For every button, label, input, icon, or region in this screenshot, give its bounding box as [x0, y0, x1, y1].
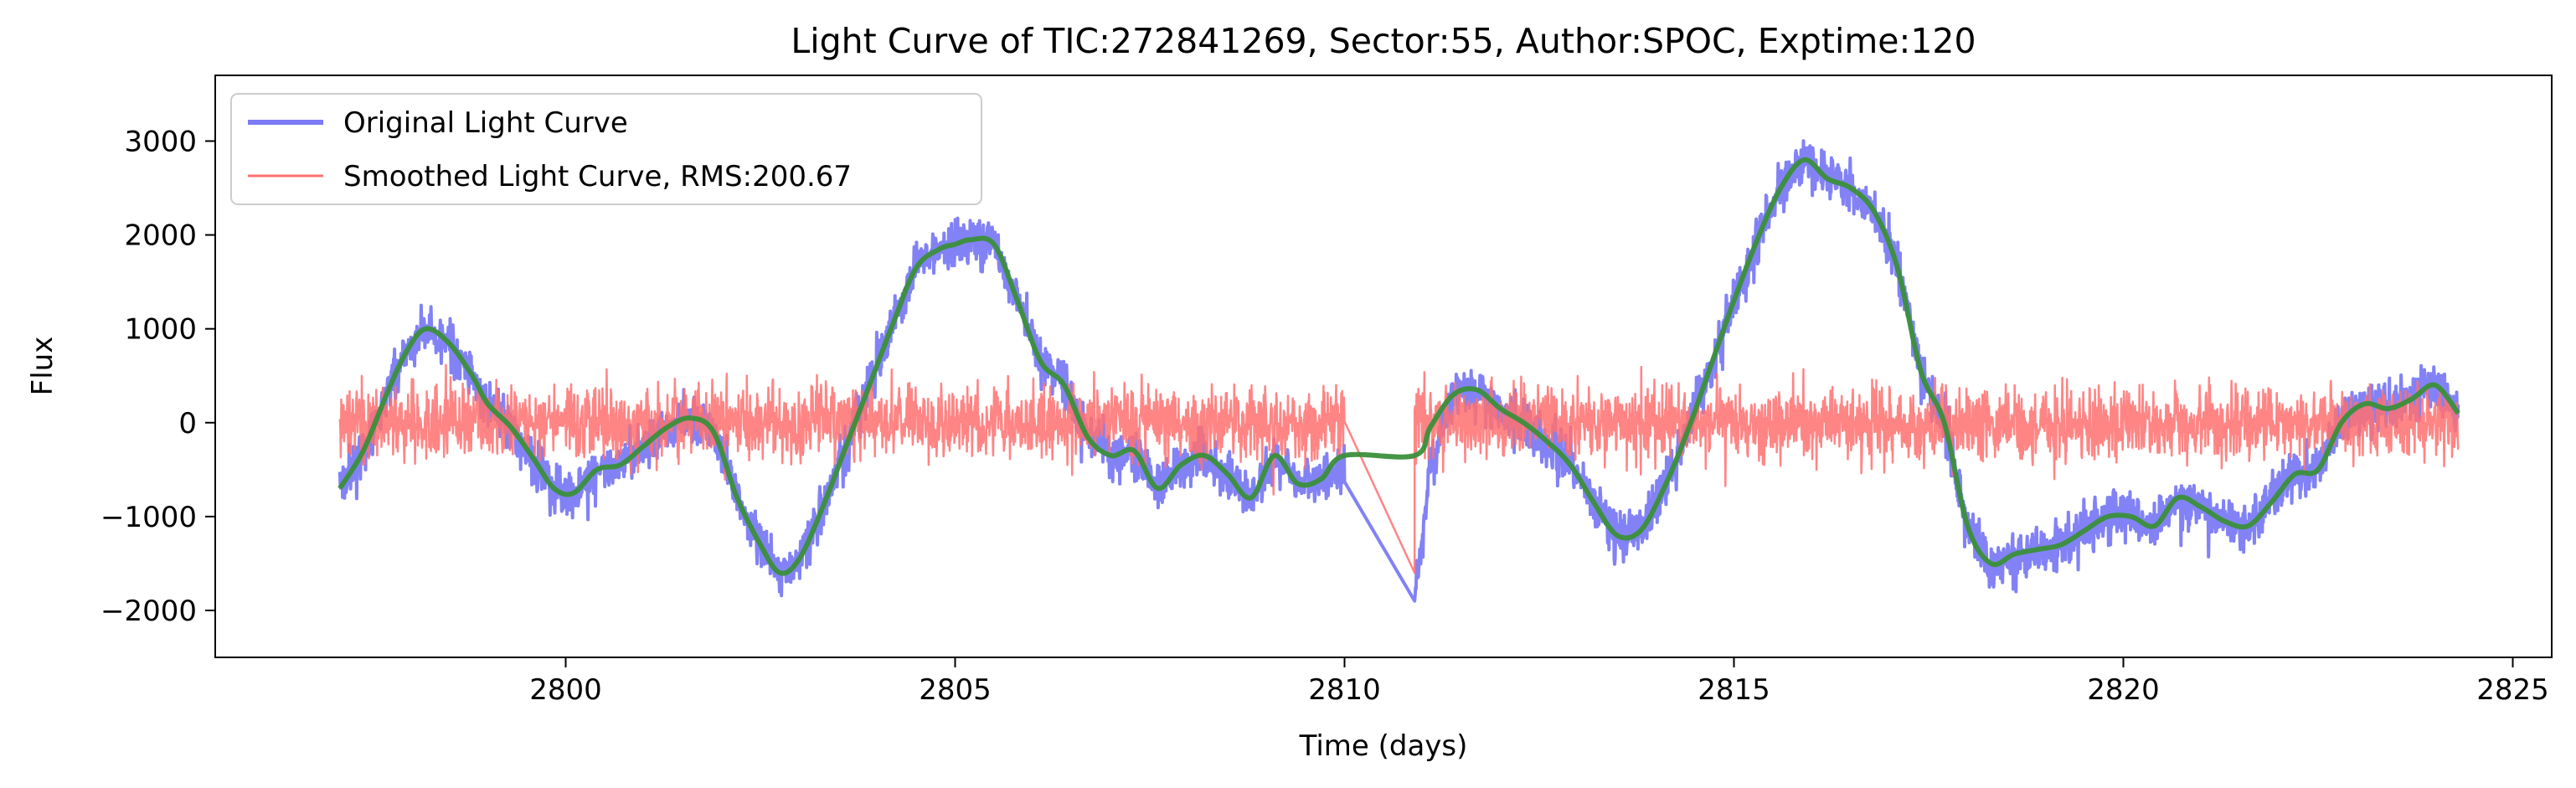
y-tick-label: 1000: [124, 313, 197, 347]
y-tick-label: 0: [178, 407, 197, 440]
y-axis-title: Flux: [26, 337, 59, 396]
x-axis: 2800 2805 2810 2815 2820 2825: [529, 657, 2549, 707]
legend-label-original: Original Light Curve: [343, 106, 628, 140]
x-tick-label: 2820: [2087, 673, 2160, 707]
x-axis-title: Time (days): [1299, 729, 1468, 763]
chart-title: Light Curve of TIC:272841269, Sector:55,…: [791, 21, 1976, 61]
y-tick-label: −1000: [100, 501, 197, 534]
x-tick-label: 2810: [1308, 673, 1381, 707]
y-tick-label: 2000: [124, 219, 197, 253]
plot-frame: [214, 75, 2553, 658]
legend-frame: [230, 93, 982, 205]
legend-label-smoothed: Smoothed Light Curve, RMS:200.67: [343, 160, 852, 193]
series-line-smoothed: [338, 363, 2460, 574]
series-line-trend: [337, 157, 2460, 576]
y-axis: −2000 −1000 0 1000 2000 3000: [100, 125, 215, 628]
x-tick-label: 2800: [529, 673, 602, 707]
series-layer: [337, 139, 2460, 603]
y-tick-label: −2000: [100, 595, 197, 628]
x-tick-label: 2815: [1698, 673, 1770, 707]
x-tick-label: 2825: [2476, 673, 2549, 707]
legend: Original Light Curve Smoothed Light Curv…: [230, 93, 982, 205]
y-tick-label: 3000: [124, 125, 197, 158]
x-tick-label: 2805: [919, 673, 992, 707]
